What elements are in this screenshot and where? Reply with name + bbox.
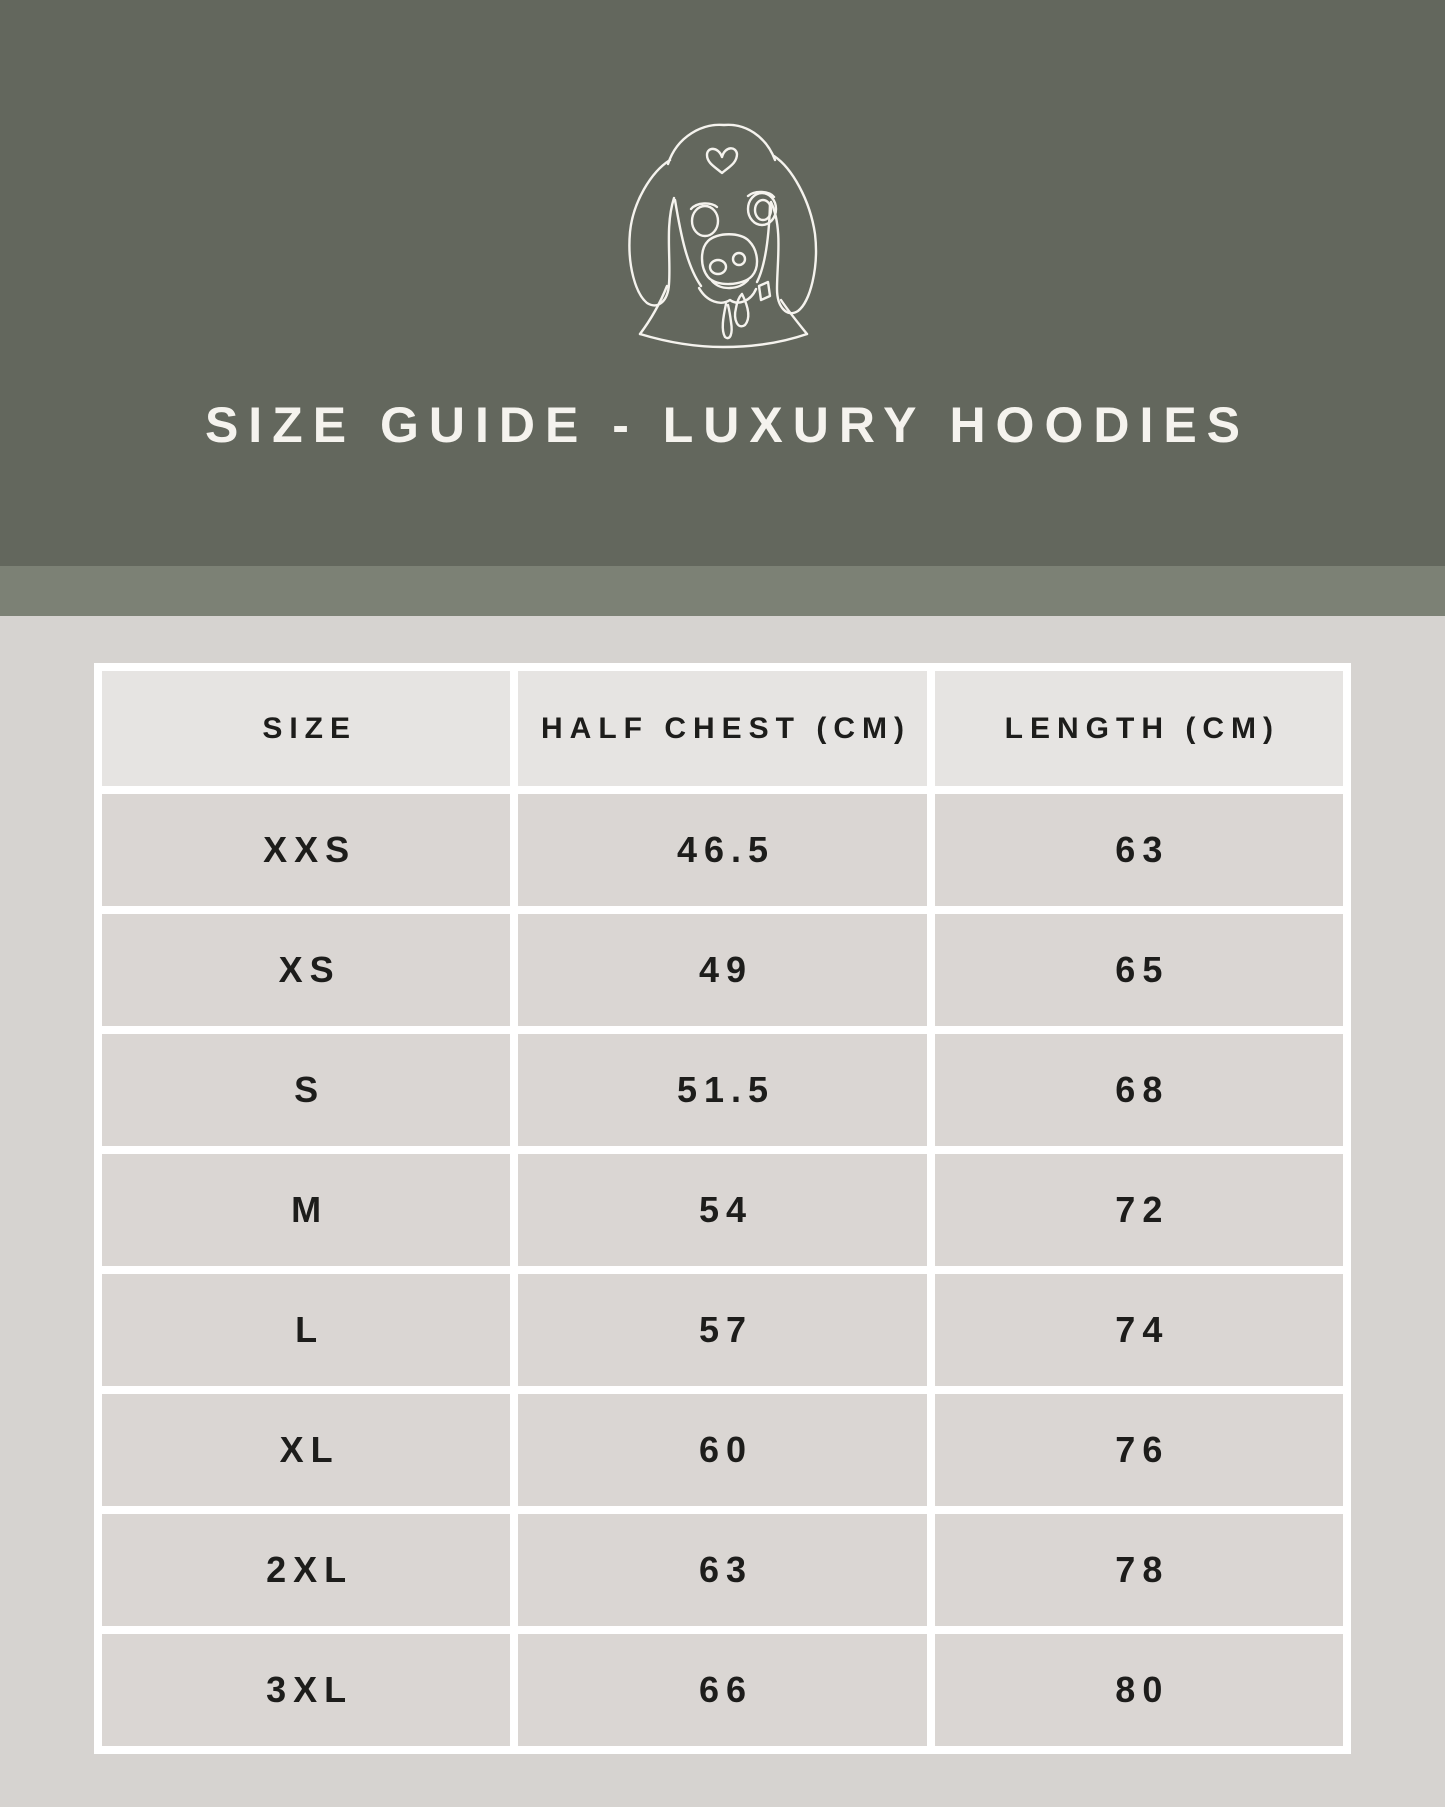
size-cell: 3XL [102, 1634, 511, 1746]
half-chest-cell: 60 [518, 1394, 927, 1506]
half-chest-cell: 66 [518, 1634, 927, 1746]
page-title: SIZE GUIDE - LUXURY HOODIES [204, 397, 1251, 453]
column-header-length: LENGTH (CM) [934, 671, 1343, 786]
half-chest-cell: 57 [518, 1274, 927, 1386]
half-chest-cell: 54 [518, 1154, 927, 1266]
half-chest-cell: 49 [518, 914, 927, 1026]
half-chest-cell: 46.5 [518, 794, 927, 906]
hero-banner: SIZE GUIDE - LUXURY HOODIES [0, 0, 1445, 566]
content-area: SIZE HALF CHEST (CM) LENGTH (CM) XXS 46.… [0, 616, 1445, 1807]
column-header-size: SIZE [102, 671, 511, 786]
length-cell: 76 [934, 1394, 1343, 1506]
length-cell: 63 [934, 794, 1343, 906]
length-cell: 80 [934, 1634, 1343, 1746]
size-cell: M [102, 1154, 511, 1266]
size-guide-table: SIZE HALF CHEST (CM) LENGTH (CM) XXS 46.… [94, 663, 1351, 1754]
length-cell: 65 [934, 914, 1343, 1026]
dog-line-art-icon [611, 110, 835, 350]
size-cell: S [102, 1034, 511, 1146]
half-chest-cell: 51.5 [518, 1034, 927, 1146]
column-header-half-chest: HALF CHEST (CM) [518, 671, 927, 786]
size-cell: XXS [102, 794, 511, 906]
divider-band [0, 566, 1445, 616]
size-cell: XS [102, 914, 511, 1026]
length-cell: 74 [934, 1274, 1343, 1386]
size-cell: L [102, 1274, 511, 1386]
size-cell: XL [102, 1394, 511, 1506]
length-cell: 68 [934, 1034, 1343, 1146]
length-cell: 72 [934, 1154, 1343, 1266]
size-cell: 2XL [102, 1514, 511, 1626]
length-cell: 78 [934, 1514, 1343, 1626]
half-chest-cell: 63 [518, 1514, 927, 1626]
dog-line-art-svg [628, 123, 818, 349]
